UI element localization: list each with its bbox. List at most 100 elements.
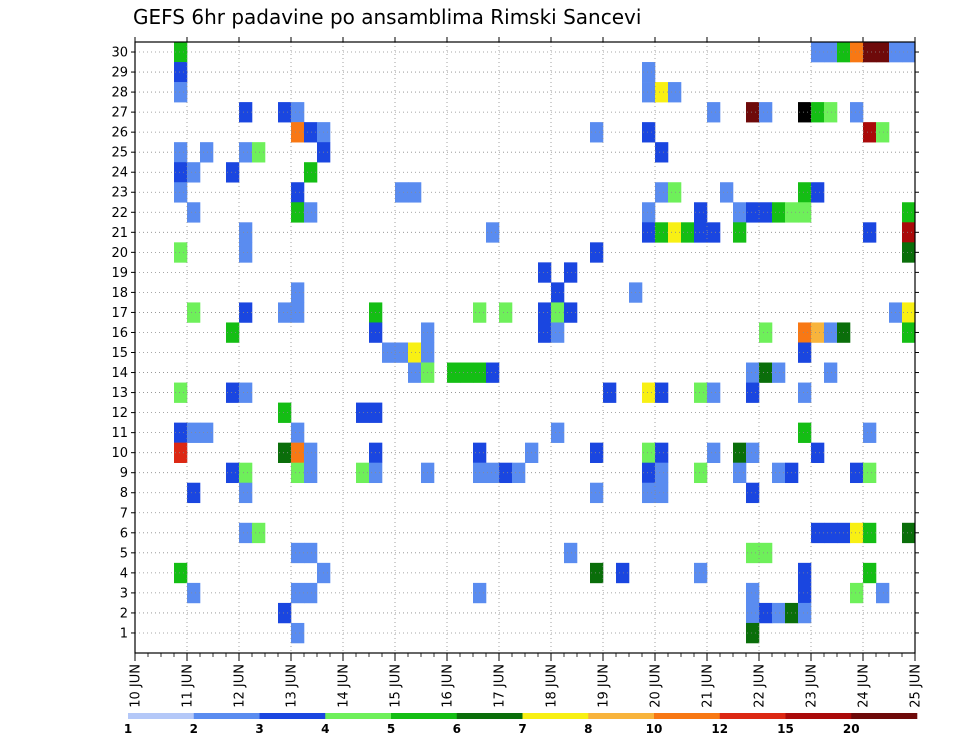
heatmap-cell — [356, 402, 370, 423]
colorbar-label: 1 — [124, 722, 132, 736]
heatmap-cell — [863, 522, 877, 544]
heatmap-cell — [278, 302, 292, 323]
colorbar-swatch — [456, 713, 523, 719]
heatmap-cell — [902, 42, 916, 63]
heatmap-cell — [811, 182, 825, 203]
x-tick-label: 14 JUN — [337, 664, 352, 708]
heatmap-cell — [759, 202, 773, 223]
heatmap-cell — [850, 42, 864, 63]
heatmap-cell — [174, 442, 188, 463]
heatmap-cell — [811, 522, 825, 544]
heatmap-cell — [291, 102, 305, 123]
heatmap-cell — [291, 282, 305, 303]
heatmap-cell — [187, 422, 201, 443]
heatmap-cell — [291, 542, 305, 564]
heatmap-cell — [460, 362, 474, 383]
heatmap-cells — [174, 42, 916, 644]
heatmap-cell — [291, 182, 305, 203]
heatmap-cell — [824, 102, 838, 123]
heatmap-cell — [746, 202, 760, 223]
heatmap-cell — [174, 422, 188, 443]
heatmap-cell — [239, 482, 253, 504]
heatmap-cell — [863, 122, 877, 143]
heatmap-cell — [707, 102, 721, 123]
heatmap-cell — [174, 82, 188, 103]
heatmap-cell — [707, 382, 721, 403]
y-tick-label: 23 — [111, 186, 128, 201]
y-tick-label: 19 — [111, 266, 128, 281]
heatmap-cell — [798, 182, 812, 203]
y-tick-label: 22 — [111, 206, 128, 221]
chart-title: GEFS 6hr padavine po ansamblima Rimski S… — [133, 5, 641, 29]
y-tick-label: 5 — [120, 546, 128, 561]
y-tick-label: 24 — [111, 166, 128, 181]
heatmap-cell — [759, 322, 773, 343]
heatmap-cell — [746, 482, 760, 504]
colorbar-swatch — [325, 713, 392, 719]
heatmap-cell — [798, 602, 812, 624]
heatmap-cell — [707, 222, 721, 243]
heatmap-cell — [876, 122, 890, 143]
heatmap-cell — [291, 462, 305, 484]
heatmap-cell — [239, 242, 253, 263]
heatmap-cell — [759, 602, 773, 624]
colorbar-label: 20 — [843, 722, 860, 736]
heatmap-cell — [187, 482, 201, 504]
heatmap-cell — [863, 422, 877, 443]
heatmap-cell — [291, 622, 305, 644]
x-tick-label: 10 JUN — [129, 664, 144, 708]
colorbar-label: 5 — [387, 722, 395, 736]
colorbar-swatch — [851, 713, 918, 719]
heatmap-cell — [551, 422, 565, 443]
heatmap-cell — [278, 442, 292, 463]
heatmap-cell — [746, 602, 760, 624]
heatmap-cell — [187, 582, 201, 604]
heatmap-cell — [590, 562, 604, 584]
colorbar-label: 6 — [453, 722, 461, 736]
heatmap-cell — [863, 562, 877, 584]
colorbar-swatch — [719, 713, 786, 719]
heatmap-cell — [902, 202, 916, 223]
heatmap-cell — [655, 182, 669, 203]
heatmap-cell — [655, 142, 669, 163]
y-tick-label: 26 — [111, 126, 128, 141]
heatmap-cell — [187, 202, 201, 223]
heatmap-cell — [278, 102, 292, 123]
y-tick-label: 20 — [111, 246, 128, 261]
heatmap-cell — [538, 302, 552, 323]
y-tick-label: 18 — [111, 286, 128, 301]
heatmap-cell — [226, 322, 240, 343]
y-tick-label: 12 — [111, 406, 128, 421]
heatmap-cell — [655, 462, 669, 484]
heatmap-cell — [642, 202, 656, 223]
heatmap-cell — [239, 302, 253, 323]
heatmap-cell — [811, 442, 825, 463]
heatmap-cell — [798, 582, 812, 604]
heatmap-cell — [395, 342, 409, 363]
y-tick-label: 11 — [111, 426, 128, 441]
y-tick-label: 30 — [111, 46, 128, 61]
heatmap-cell — [408, 362, 422, 383]
heatmap-cell — [551, 282, 565, 303]
heatmap-cell — [174, 562, 188, 584]
heatmap-cell — [304, 462, 318, 484]
y-tick-label: 28 — [111, 86, 128, 101]
y-tick-label: 17 — [111, 306, 128, 321]
heatmap-cell — [239, 522, 253, 544]
heatmap-cell — [252, 142, 266, 163]
heatmap-cell — [746, 622, 760, 644]
x-tick-label: 23 JUN — [805, 664, 820, 708]
heatmap-cell — [902, 522, 916, 544]
heatmap-cell — [876, 582, 890, 604]
heatmap-cell — [564, 542, 578, 564]
heatmap-cell — [174, 162, 188, 183]
heatmap-cell — [291, 442, 305, 463]
heatmap-cell — [694, 562, 708, 584]
x-tick-label: 16 JUN — [441, 664, 456, 708]
y-tick-label: 6 — [120, 526, 128, 541]
heatmap-cell — [902, 242, 916, 263]
heatmap-cell — [642, 442, 656, 463]
heatmap-cell — [772, 362, 786, 383]
y-tick-label: 4 — [120, 566, 128, 581]
heatmap-cell — [850, 462, 864, 484]
